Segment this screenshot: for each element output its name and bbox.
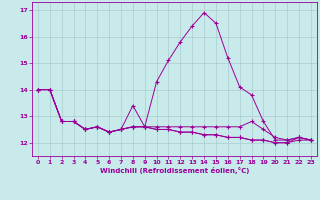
X-axis label: Windchill (Refroidissement éolien,°C): Windchill (Refroidissement éolien,°C) — [100, 167, 249, 174]
